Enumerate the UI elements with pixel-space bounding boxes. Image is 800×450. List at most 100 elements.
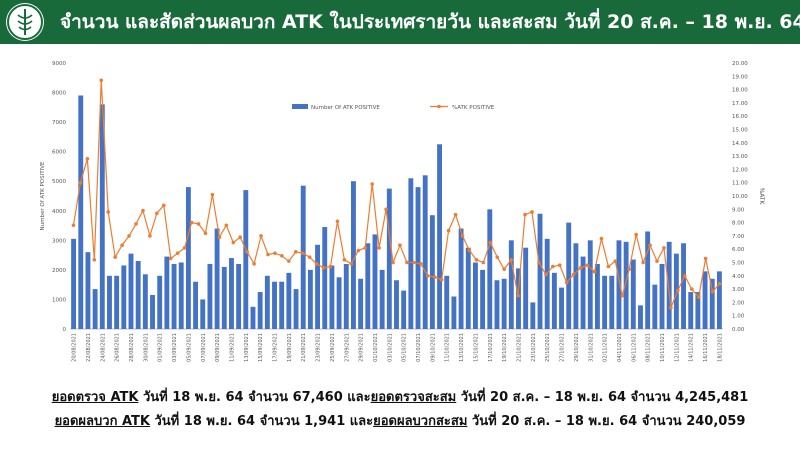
atk-positive-bar <box>236 263 242 329</box>
atk-percent-point <box>328 264 333 269</box>
atk-positive-bar <box>315 244 321 329</box>
atk-positive-bar <box>623 241 629 329</box>
legend-bar-label: Number Of ATK POSITIVE <box>311 105 380 111</box>
atk-positive-bar <box>257 292 263 329</box>
atk-positive-bar <box>229 258 234 329</box>
atk-positive-bar <box>351 181 356 329</box>
atk-percent-point <box>203 231 208 236</box>
x-tick-label: 15/10/2021 <box>473 333 479 362</box>
atk-positive-bar <box>516 268 521 329</box>
atk-positive-bar <box>214 228 220 329</box>
x-tick-label: 18/11/2021 <box>717 333 723 362</box>
atk-percent-point <box>544 272 548 277</box>
y-tick-label: 8000 <box>52 91 66 97</box>
y2-tick-label: 16.00 <box>732 114 748 120</box>
atk-percent-point <box>127 234 131 238</box>
atk-positive-bar <box>645 231 651 329</box>
y-tick-label: 7000 <box>52 120 66 126</box>
legend-bar-swatch <box>292 104 308 109</box>
atk-positive-bar <box>587 240 593 329</box>
atk-positive-bar <box>394 280 399 329</box>
atk-positive-bar <box>537 213 543 329</box>
atk-positive-bar <box>487 209 493 329</box>
atk-positive-bar <box>695 292 701 329</box>
atk-positive-bar <box>250 306 256 329</box>
atk-positive-bar <box>401 290 407 329</box>
atk-percent-point <box>182 246 187 250</box>
atk-percent-point <box>300 251 305 255</box>
x-tick-label: 03/10/2021 <box>387 333 393 362</box>
y2-tick-label: 5.00 <box>732 261 745 267</box>
atk-positive-bar <box>142 274 148 329</box>
atk-positive-bar <box>422 175 428 329</box>
x-tick-label: 26/08/2021 <box>115 333 121 362</box>
atk-percent-point <box>425 274 430 278</box>
atk-percent-point <box>175 251 180 255</box>
x-tick-label: 16/11/2021 <box>703 333 709 362</box>
y2-tick-label: 4.00 <box>732 274 745 280</box>
atk-percent-point <box>293 250 298 254</box>
footer-line-positives: ยอดผลบวก ATK วันที่ 18 พ.ย. 64 จำนวน 1,9… <box>0 410 800 431</box>
atk-positive-bar <box>365 243 371 329</box>
atk-positive-bar <box>128 253 134 329</box>
x-tick-label: 01/09/2021 <box>158 333 164 362</box>
atk-positive-bar <box>551 272 557 329</box>
y2-tick-label: 19.00 <box>732 74 748 80</box>
atk-percent-point <box>676 288 680 293</box>
x-tick-label: 17/09/2021 <box>273 333 279 362</box>
atk-positive-bar <box>652 284 658 329</box>
atk-positive-bar <box>530 302 536 329</box>
atk-percent-point <box>287 259 291 263</box>
x-tick-label: 04/11/2021 <box>617 333 623 362</box>
atk-percent-point <box>606 264 611 269</box>
x-tick-label: 07/10/2021 <box>416 333 422 362</box>
y-tick-label: 0 <box>63 327 67 333</box>
atk-positive-bar <box>580 256 586 329</box>
x-tick-label: 13/09/2021 <box>244 333 250 362</box>
header-bar: จำนวน และสัดส่วนผลบวก ATK ในประเทศรายวัน… <box>0 0 800 44</box>
atk-positive-bar <box>107 275 112 329</box>
footer-tests-cumulative-label: ยอดตรวจสะสม <box>370 390 457 405</box>
y-tick-label: 2000 <box>52 268 66 274</box>
atk-percent-point <box>446 228 451 233</box>
x-tick-label: 29/09/2021 <box>359 333 365 362</box>
atk-percent-point <box>655 259 659 263</box>
atk-positive-bar <box>594 263 600 329</box>
atk-positive-bar <box>329 265 335 329</box>
x-tick-label: 22/08/2021 <box>86 333 92 362</box>
atk-percent-point <box>613 259 618 263</box>
atk-percent-point <box>398 243 402 248</box>
atk-percent-point <box>273 251 277 255</box>
x-tick-label: 13/10/2021 <box>459 333 465 362</box>
atk-percent-point <box>432 275 437 279</box>
atk-percent-point <box>627 267 632 271</box>
atk-percent-point <box>78 180 83 185</box>
atk-percent-point <box>99 78 104 83</box>
footer-positives-cumulative: วันที่ 20 ส.ค. – 18 พ.ย. 64 จำนวน 240,05… <box>467 414 746 429</box>
x-tick-label: 31/10/2021 <box>588 333 594 362</box>
atk-percent-point <box>210 192 215 197</box>
atk-percent-point <box>363 246 368 250</box>
atk-percent-point <box>71 223 76 228</box>
y2-tick-label: 17.00 <box>732 101 748 107</box>
atk-percent-point <box>224 223 229 228</box>
atk-percent-point <box>502 267 506 271</box>
x-tick-label: 27/09/2021 <box>344 333 350 362</box>
x-tick-label: 27/10/2021 <box>560 333 566 362</box>
atk-positive-bar <box>121 265 127 329</box>
x-tick-label: 30/08/2021 <box>143 333 149 362</box>
atk-percent-point <box>370 182 374 186</box>
atk-positive-bar <box>114 275 120 329</box>
atk-positive-bar <box>573 243 579 329</box>
atk-percent-point <box>530 210 534 214</box>
y-axis-title: Number Of ATK POSITIVE <box>40 161 46 230</box>
atk-positive-bar <box>379 269 385 329</box>
atk-positive-bar <box>99 104 105 329</box>
atk-chart: 0 1000 2000 3000 4000 5000 6000 7000 8000 9000 0.0… <box>40 61 765 362</box>
atk-positive-bar <box>286 272 292 329</box>
atk-percent-point <box>516 293 520 298</box>
atk-positive-bar <box>71 238 77 329</box>
atk-positive-bar <box>566 222 572 329</box>
atk-percent-point <box>641 260 645 265</box>
legend-line-label: %ATK POSITIVE <box>452 105 495 111</box>
